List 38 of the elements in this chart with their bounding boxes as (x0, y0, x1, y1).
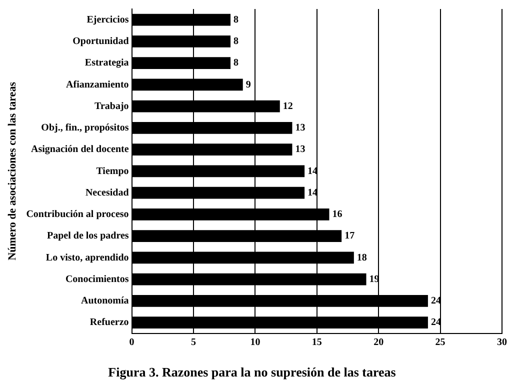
y-axis-title: Número de asociaciones con las tareas (6, 81, 18, 260)
y-tick-label: Lo visto, aprendido (46, 252, 129, 264)
x-tick-label: 25 (435, 336, 446, 348)
x-tick-label: 30 (497, 336, 507, 348)
y-tick-label: Contribución al proceso (26, 209, 129, 220)
y-tick-label: Necesidad (85, 187, 130, 198)
data-label: 24 (430, 317, 441, 328)
data-label: 17 (344, 230, 355, 242)
y-tick-label: Obj., fin., propósitos (41, 122, 129, 134)
y-tick-label: Ejercicios (86, 14, 129, 26)
y-tick-label: Asignación del docente (31, 144, 130, 156)
data-label: 13 (295, 144, 306, 156)
y-tick-label: Autonomía (81, 296, 129, 307)
x-tick-label: 20 (374, 336, 384, 348)
data-label: 14 (308, 187, 318, 198)
data-label: 13 (295, 122, 306, 134)
data-label: 16 (332, 209, 342, 220)
y-tick-label: Estrategia (84, 58, 129, 69)
x-tick-label: 5 (191, 336, 196, 348)
data-label: 9 (246, 79, 251, 90)
y-tick-label: Oportunidad (72, 36, 130, 48)
y-tick-label: Trabajo (94, 100, 129, 112)
text: Figura 3. Razones para la no supresión de las tareas (108, 364, 396, 380)
y-tick-label: Papel de los padres (47, 230, 129, 242)
data-label: 24 (430, 296, 441, 307)
data-label: 18 (356, 252, 367, 264)
data-label: 8 (234, 36, 239, 48)
y-tick-label: Afianzamiento (66, 79, 129, 90)
data-label: 8 (234, 14, 239, 26)
data-label: 8 (234, 58, 239, 69)
data-label: 14 (308, 166, 318, 177)
x-tick-label: 10 (250, 336, 260, 348)
y-tick-label: Tiempo (96, 166, 129, 177)
y-tick-label: Refuerzo (90, 317, 129, 328)
x-tick-label: 15 (312, 336, 322, 348)
data-label: 12 (282, 100, 293, 112)
y-tick-label: Conocimientos (65, 274, 129, 285)
x-tick-label: 0 (129, 336, 134, 348)
